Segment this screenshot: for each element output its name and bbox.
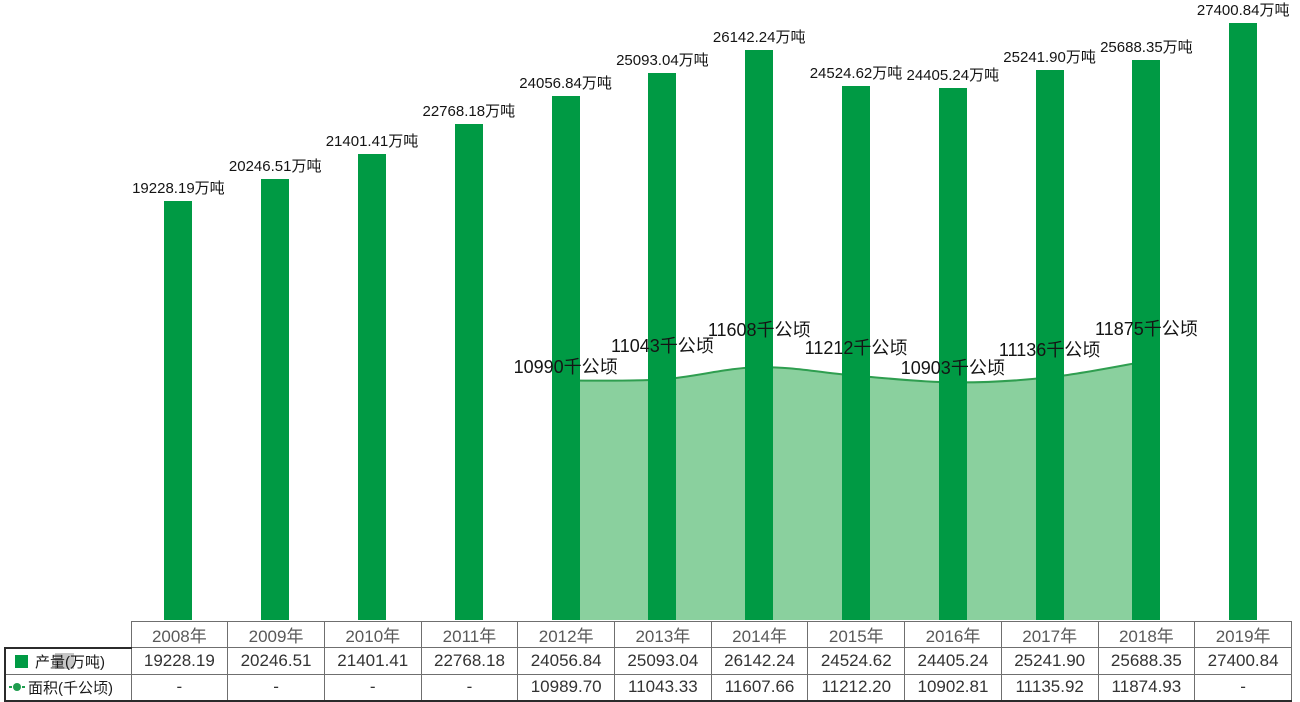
year-header-9: 2017年 bbox=[1000, 621, 1099, 648]
legend-label-0: 产量(万吨) bbox=[35, 653, 105, 671]
bar-2015年[interactable] bbox=[842, 85, 870, 620]
area-value-label-2018年: 11875千公顷 bbox=[1095, 319, 1198, 339]
area-value-label-2013年: 11043千公顷 bbox=[611, 336, 714, 356]
area-value-label-2012年: 10990千公顷 bbox=[513, 357, 618, 377]
line-series-legend-marker-icon bbox=[9, 683, 25, 691]
year-header-11: 2019年 bbox=[1194, 621, 1292, 648]
cell-row1-col4: 10989.70 bbox=[517, 673, 616, 702]
bar-value-label-2017年: 25241.90万吨 bbox=[1003, 49, 1096, 66]
year-header-7: 2015年 bbox=[807, 621, 906, 648]
table-header-row: 2008年 2009年 2010年 2011年 2012年 2013年 2014年 2015年… bbox=[5, 621, 1292, 648]
bar-2014年[interactable] bbox=[745, 50, 774, 620]
bar-2010年[interactable] bbox=[358, 153, 386, 620]
year-header-0: 2008年 bbox=[130, 621, 229, 648]
cell-row1-col0: - bbox=[130, 673, 229, 702]
bar-2017年[interactable] bbox=[1035, 70, 1064, 620]
bar-value-label-2019年: 27400.84万吨 bbox=[1196, 1, 1290, 19]
bar-value-label-2012年: 24056.84万吨 bbox=[519, 74, 612, 92]
bar-2012年[interactable] bbox=[551, 95, 580, 620]
cell-row0-col2: 21401.41 bbox=[323, 647, 422, 675]
cell-row0-col6: 26142.24 bbox=[710, 647, 809, 675]
data-table: 2008年 2009年 2010年 2011年 2012年 2013年 2014年 2015年… bbox=[4, 621, 1292, 702]
cell-row0-col10: 25688.35 bbox=[1097, 647, 1196, 675]
area-value-label-2014年: 11608千公顷 bbox=[707, 320, 811, 340]
year-header-6: 2014年 bbox=[710, 621, 809, 648]
area-value-label-2016年: 10903千公顷 bbox=[900, 358, 1005, 378]
bar-2018年[interactable] bbox=[1132, 60, 1161, 620]
bar-value-label-2009年: 20246.51万吨 bbox=[228, 157, 322, 175]
bar-2016年[interactable] bbox=[938, 88, 967, 620]
year-header-8: 2016年 bbox=[904, 621, 1002, 648]
legend-label-1: 面积(千公顷) bbox=[28, 679, 113, 697]
cell-row1-col8: 10902.81 bbox=[904, 673, 1002, 702]
table-row-0: 产量(万吨) 19228.19 20246.51 21401.41 22768.18 24… bbox=[4, 646, 1292, 675]
cell-row0-col7: 24524.62 bbox=[807, 647, 906, 675]
cell-row1-col6: 11607.66 bbox=[710, 673, 809, 702]
bar-2008年[interactable] bbox=[164, 201, 193, 620]
year-header-5: 2013年 bbox=[614, 621, 712, 648]
bar-value-label-2010年: 21401.41万吨 bbox=[325, 132, 419, 150]
cell-row1-col9: 11135.92 bbox=[1000, 673, 1099, 702]
table-corner-cell bbox=[5, 622, 131, 648]
bar-2019年[interactable] bbox=[1229, 22, 1258, 620]
year-header-4: 2012年 bbox=[517, 621, 616, 648]
cell-row0-col9: 25241.90 bbox=[1000, 647, 1099, 675]
bar-value-label-2008年: 19228.19万吨 bbox=[132, 180, 225, 197]
bar-2009年[interactable] bbox=[261, 178, 290, 620]
year-header-2: 2010年 bbox=[323, 621, 422, 648]
cell-row1-col7: 11212.20 bbox=[807, 673, 906, 702]
cell-row1-col10: 11874.93 bbox=[1097, 673, 1196, 702]
cell-row1-col5: 11043.33 bbox=[614, 673, 712, 702]
legend-item-0[interactable]: 产量(万吨) bbox=[4, 646, 132, 675]
bar-value-label-2016年: 24405.24万吨 bbox=[906, 67, 1000, 85]
cell-row0-col11: 27400.84 bbox=[1194, 647, 1292, 675]
cell-row0-col8: 24405.24 bbox=[904, 647, 1002, 675]
area-value-label-2015年: 11212千公顷 bbox=[804, 338, 908, 358]
year-header-10: 2018年 bbox=[1097, 621, 1196, 648]
year-header-3: 2011年 bbox=[420, 621, 519, 648]
cell-row1-col3: - bbox=[420, 673, 519, 702]
bar-2013年[interactable] bbox=[648, 73, 677, 620]
cell-row0-col5: 25093.04 bbox=[614, 647, 712, 675]
cell-row1-col11: - bbox=[1194, 673, 1292, 702]
table-row-1: 面积(千公顷) - - - -10989.70 11043.33 11607.66 11212… bbox=[4, 673, 1292, 702]
bar-2011年[interactable] bbox=[454, 123, 483, 620]
cell-row0-col4: 24056.84 bbox=[517, 647, 616, 675]
bar-value-label-2015年: 24524.62万吨 bbox=[809, 64, 903, 82]
cell-row1-col1: - bbox=[227, 673, 325, 702]
area-value-label-2017年: 11136千公顷 bbox=[998, 340, 1101, 360]
legend-item-1[interactable]: 面积(千公顷) bbox=[4, 673, 132, 702]
bar-value-label-2011年: 22768.18万吨 bbox=[422, 102, 516, 120]
cell-row0-col1: 20246.51 bbox=[227, 647, 325, 675]
cell-row0-col3: 22768.18 bbox=[420, 647, 519, 675]
bar-series-legend-swatch-icon bbox=[15, 654, 28, 668]
cursor-highlight-artifact bbox=[55, 652, 74, 669]
cell-row0-col0: 19228.19 bbox=[130, 647, 229, 675]
cell-row1-col2: - bbox=[323, 673, 422, 702]
bar-value-label-2018年: 25688.35万吨 bbox=[1100, 39, 1193, 57]
bar-value-label-2014年: 26142.24万吨 bbox=[712, 29, 806, 47]
year-header-1: 2009年 bbox=[227, 621, 325, 648]
bar-value-label-2013年: 25093.04万吨 bbox=[616, 52, 709, 70]
